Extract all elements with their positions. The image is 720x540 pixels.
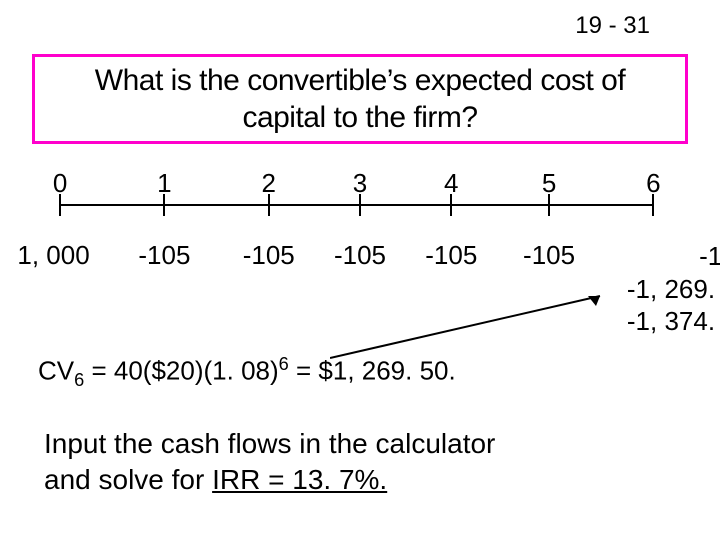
cashflow-2: -105	[243, 240, 295, 271]
timeline-tick-0	[59, 194, 61, 216]
formula-mid2: = $1, 269. 50.	[289, 356, 456, 386]
timeline-cashflows: 1, 000-105-105-105-105-105-105-1, 269. 5…	[34, 240, 686, 330]
cashflow-terminal-1: -1, 269. 50	[627, 273, 720, 306]
cashflow-4: -105	[425, 240, 477, 271]
timeline-tick-2	[268, 194, 270, 216]
formula-prefix: CV	[38, 356, 74, 386]
timeline-tick-1	[163, 194, 165, 216]
cashflow-0: 1, 000	[17, 240, 89, 271]
formula-superscript: 6	[279, 354, 289, 374]
cashflow-5: -105	[523, 240, 575, 271]
cashflow-terminal-0: -105	[627, 240, 720, 273]
page-number: 19 - 31	[575, 12, 650, 40]
cashflow-1: -105	[138, 240, 190, 271]
footer-instruction: Input the cash flows in the calculator a…	[44, 426, 684, 499]
timeline-tick-5	[548, 194, 550, 216]
timeline-diagram: 0123456 1, 000-105-105-105-105-105-105-1…	[34, 168, 686, 308]
timeline-axis-line	[60, 204, 653, 206]
timeline-tick-3	[359, 194, 361, 216]
formula-mid1: = 40($20)(1. 08)	[84, 356, 278, 386]
timeline-axis	[34, 204, 686, 228]
footer-line1: Input the cash flows in the calculator	[44, 428, 495, 459]
formula-subscript: 6	[74, 370, 84, 390]
cashflow-terminal-stack: -105-1, 269. 50-1, 374. 50	[627, 240, 720, 338]
footer-irr-result: IRR = 13. 7%.	[212, 464, 387, 495]
slide-title: What is the convertible’s expected cost …	[55, 62, 665, 137]
cashflow-3: -105	[334, 240, 386, 271]
slide-title-box: What is the convertible’s expected cost …	[32, 54, 688, 144]
footer-line2a: and solve for	[44, 464, 212, 495]
timeline-tick-6	[652, 194, 654, 216]
conversion-value-formula: CV6 = 40($20)(1. 08)6 = $1, 269. 50.	[38, 354, 456, 391]
cashflow-terminal-2: -1, 374. 50	[627, 305, 720, 338]
timeline-tick-4	[450, 194, 452, 216]
